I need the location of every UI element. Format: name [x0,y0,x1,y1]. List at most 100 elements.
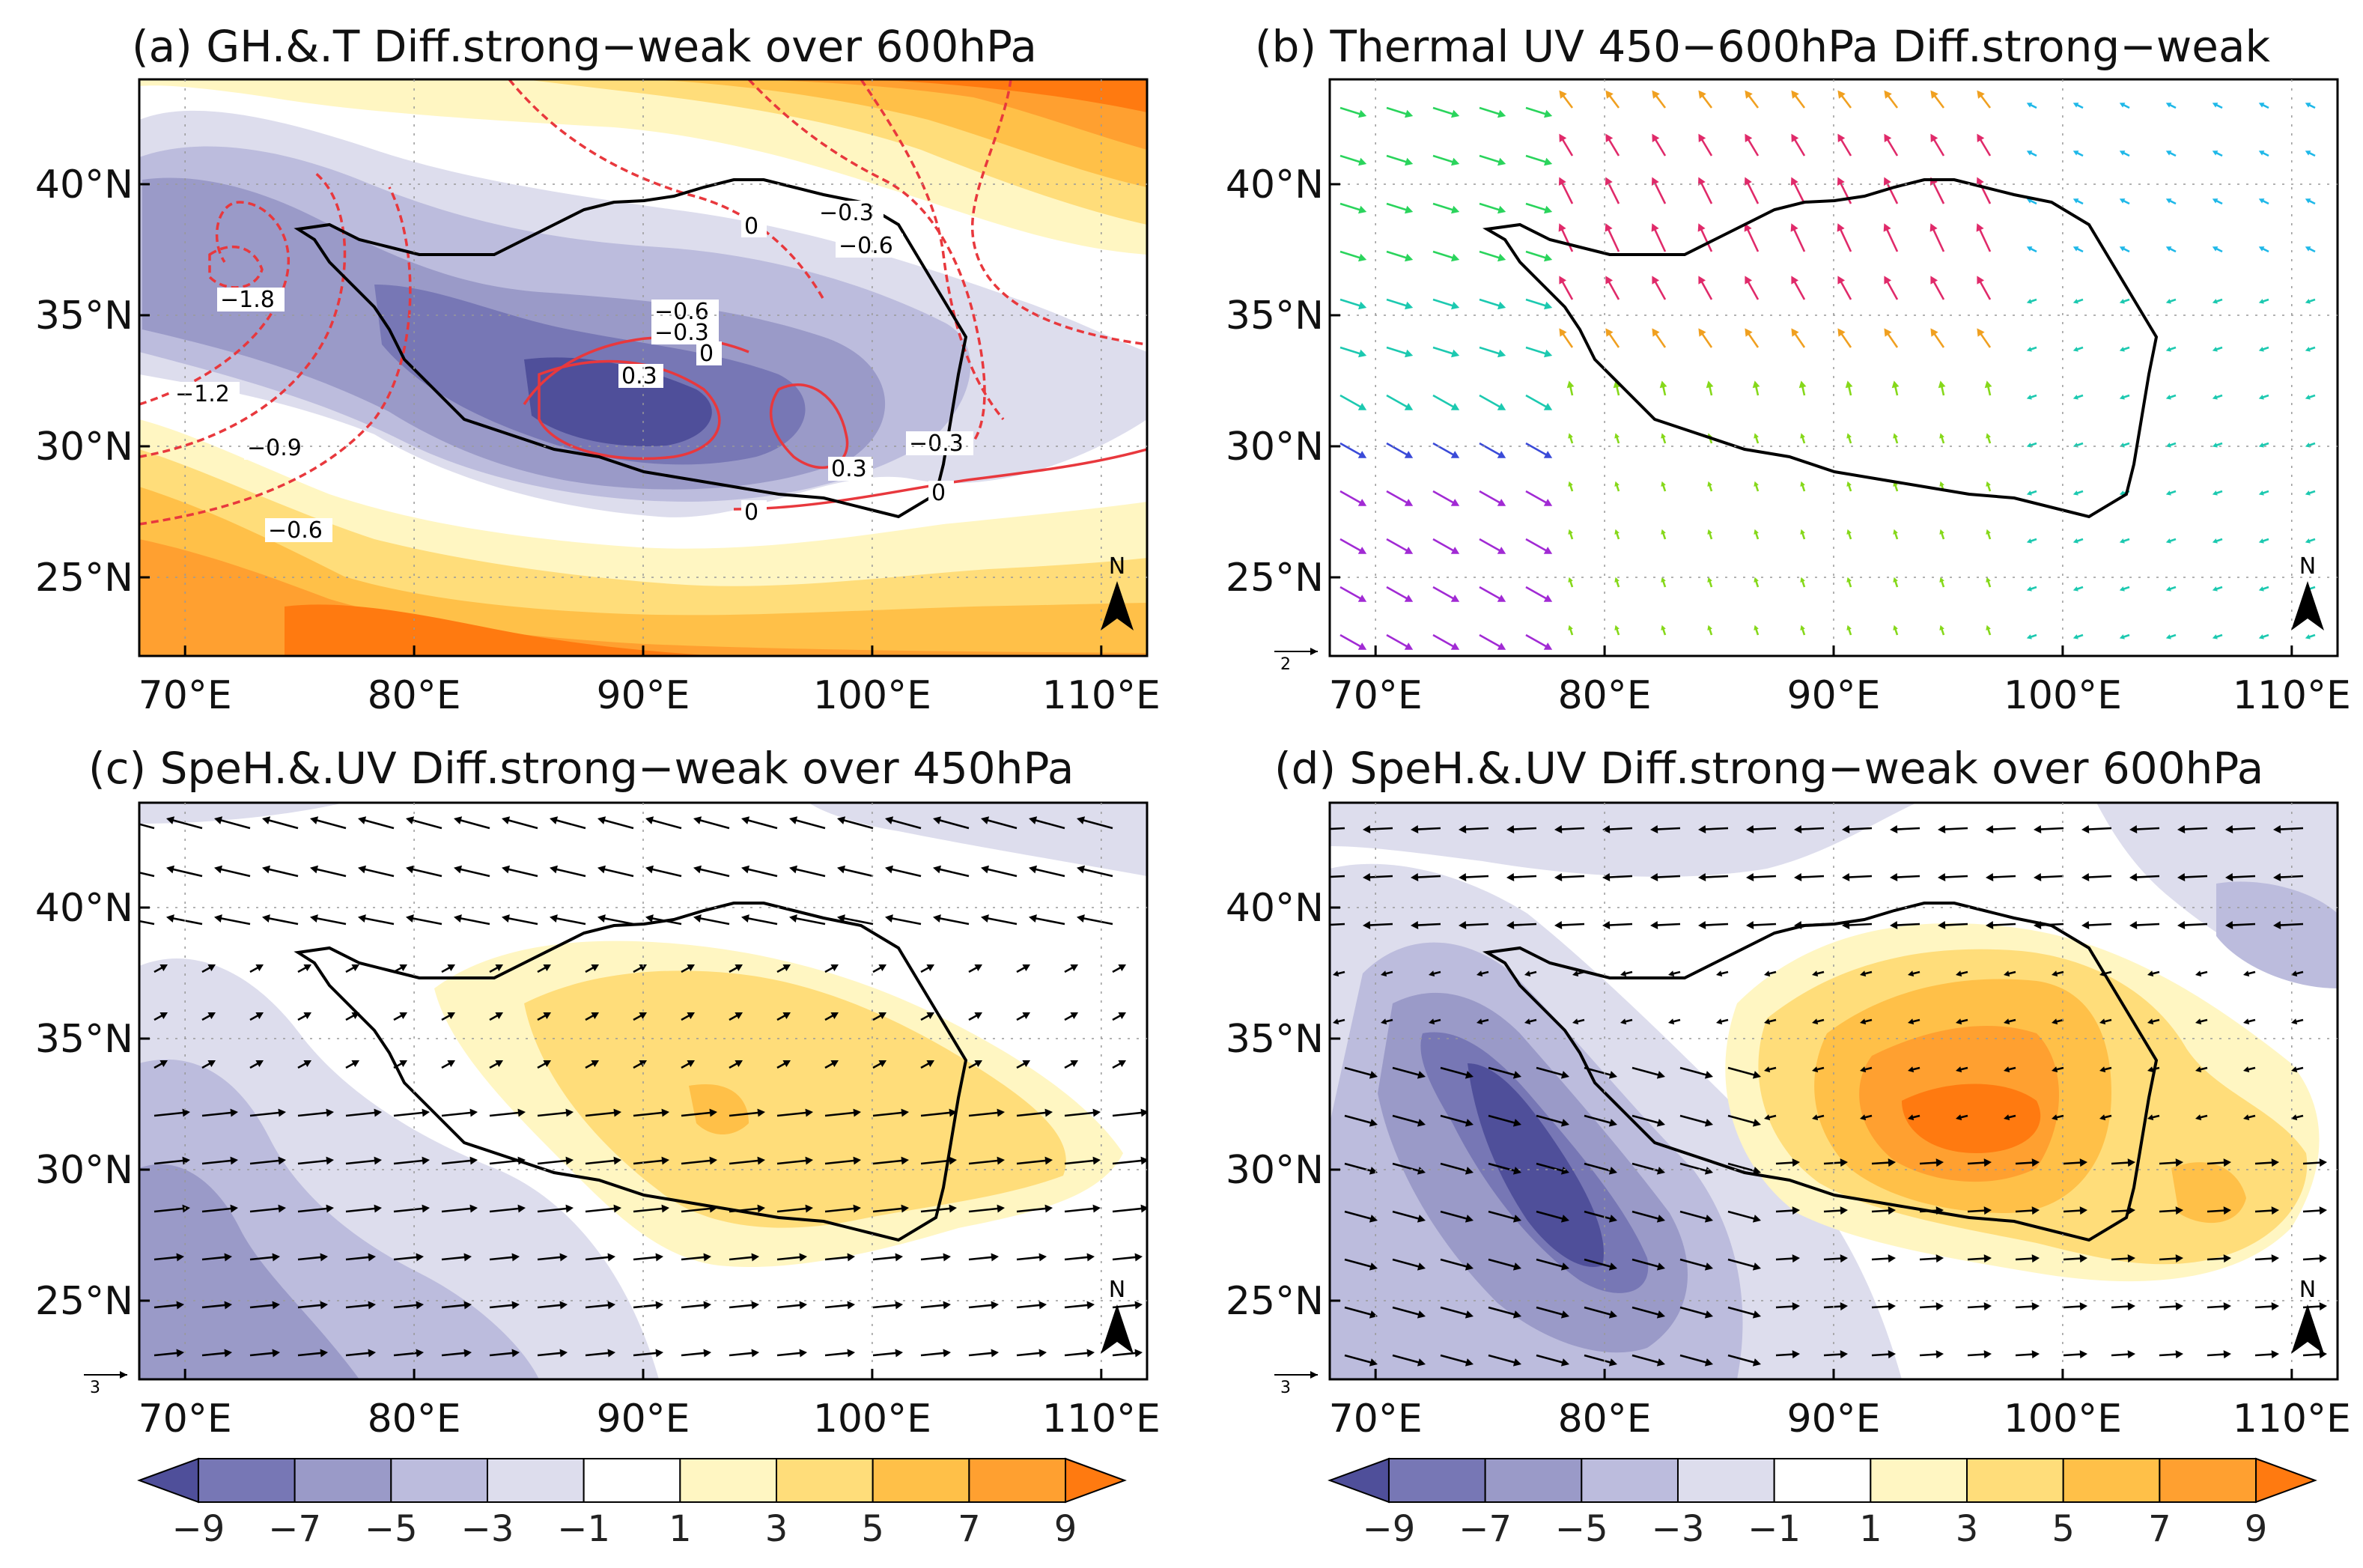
wind-vector [2072,346,2084,352]
panel-a: (a) GH.&.T Diff.strong−weak over 600hPa [132,21,1149,657]
wind-vector [2273,873,2304,881]
wind-vector [1440,1066,1474,1079]
wind-vector [2305,198,2316,205]
wind-vector [1652,328,1667,348]
wind-vector [297,1301,328,1310]
wind-vector [1727,1306,1761,1319]
wind-vector [1800,625,1806,636]
wind-vector [1846,625,1852,636]
wind-vector [1339,106,1367,118]
wind-vector [2034,873,2064,881]
wind-vector [1746,873,1777,881]
wind-vector [1333,970,1345,977]
wind-vector [1566,380,1575,396]
wind-vector [358,865,395,878]
wind-vector [1339,250,1367,262]
wind-vector [968,964,982,973]
wind-vector [1884,133,1899,157]
wind-vector [1939,625,1945,636]
wind-vector [1668,1018,1681,1025]
wind-vector [1064,1108,1101,1117]
wind-vector [1727,1114,1761,1127]
colorbar-label: 5 [2052,1508,2075,1550]
wind-vector [1837,328,1852,348]
wind-vector [537,1253,568,1262]
wind-vector [2207,1254,2231,1263]
wind-vector [454,914,490,926]
y-tick-label: 25°N [1226,1279,1324,1324]
y-tick-label: 30°N [1226,1148,1324,1193]
wind-vector [824,964,839,973]
wind-vector [1745,90,1760,109]
wind-vector [393,1301,424,1310]
wind-vector [1479,346,1506,358]
wind-vector [2305,538,2316,544]
colorbar-label: −7 [268,1508,321,1550]
wind-vector [872,1204,909,1213]
wind-vector [537,1301,568,1310]
wind-vector [1930,90,1945,109]
wind-vector [1800,433,1806,444]
wind-vector [2015,1158,2040,1167]
wind-vector [1077,865,1113,878]
wind-vector [2063,1254,2087,1263]
colorbar-label: 9 [2245,1508,2268,1550]
wind-vector [2243,1066,2256,1073]
wind-vector [1536,1114,1569,1127]
wind-vector [1652,276,1667,300]
wind-vector [345,1108,382,1117]
colorbar-layer: −9 −7 −5 −3 −1 1 3 5 7 9 −9 −7 −5 −3 −1 1 3 5 7 9 [137,1457,2317,1550]
wind-vector [1661,481,1667,492]
wind-vector [1536,1162,1569,1175]
wind-vector [885,914,922,926]
wind-vector [2177,873,2208,881]
contour-label: −0.6 [268,517,323,544]
wind-vector [1871,1158,1896,1167]
wind-vector [1479,154,1506,166]
colorbar-swatch [2159,1458,2257,1503]
wind-vector [1620,970,1633,977]
wind-vector [1536,1306,1569,1319]
wind-vector [2052,970,2064,977]
wind-vector [1411,825,1441,833]
wind-vector [633,1012,647,1021]
wind-vector [2119,151,2130,157]
wind-vector [1488,1114,1521,1127]
wind-vector [1330,923,1345,926]
wind-vector [214,914,251,926]
wind-vector [2305,246,2316,253]
wind-vector [1602,921,1633,929]
wind-vector [920,1349,951,1358]
wind-vector [824,1301,855,1310]
wind-vector [1939,577,1945,588]
x-tick-label: 80°E [368,673,461,718]
wind-vector [489,1108,526,1117]
wind-vector [1605,328,1620,348]
wind-vector [393,1204,430,1213]
wind-vector [1525,298,1553,310]
wind-vector [1602,873,1633,881]
wind-vector [201,1156,238,1165]
x-tick-label: 110°E [1042,673,1161,718]
wind-vector [681,1301,711,1310]
colorbar-swatch [294,1458,392,1503]
north-label: N [2299,1277,2316,1303]
wind-vector [393,1108,430,1117]
wind-vector [2119,538,2130,544]
wind-vector [2147,1018,2160,1025]
wind-vector [1919,1350,1944,1359]
wind-vector [1488,1210,1521,1223]
wind-vector [1459,873,1489,881]
y-tick-label: 35°N [35,294,133,338]
wind-vector [1659,380,1667,396]
wind-vector [1679,1306,1713,1319]
panel-axes: 70°E 80°E 90°E 100°E 110°E 25°N 30°N 35°N 40°N N [35,803,1161,1441]
wind-vector [729,1253,759,1262]
wind-vector [214,865,251,878]
wind-vector [1029,865,1065,878]
wind-vector [550,914,586,926]
wind-vector [1956,1066,1968,1073]
y-tick-label: 25°N [1226,556,1324,601]
wind-vector [2212,394,2223,400]
wind-vector [153,1012,168,1021]
